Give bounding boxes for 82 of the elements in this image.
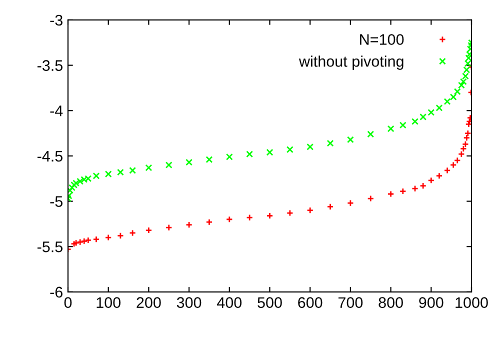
point <box>458 82 465 89</box>
x-tick-label: 600 <box>298 297 322 308</box>
point <box>387 190 394 198</box>
y-tick-label: -4 <box>50 106 63 116</box>
point <box>306 206 314 214</box>
point <box>444 98 451 106</box>
point <box>428 176 435 184</box>
x-tick-label: 400 <box>217 297 242 308</box>
point <box>387 125 394 132</box>
point <box>80 238 88 245</box>
point <box>306 143 314 150</box>
point <box>104 170 112 178</box>
point <box>420 113 427 120</box>
point <box>420 182 427 190</box>
point <box>436 104 443 112</box>
x-tick-label: 100 <box>96 297 120 308</box>
point <box>444 166 451 174</box>
point <box>116 168 124 176</box>
point <box>346 200 354 207</box>
point <box>206 218 213 226</box>
point <box>326 140 334 147</box>
point <box>226 216 233 223</box>
point <box>266 212 274 220</box>
point <box>226 153 233 160</box>
point <box>412 118 418 125</box>
point <box>454 88 461 96</box>
point <box>399 188 406 195</box>
point <box>326 203 334 210</box>
point <box>186 221 193 228</box>
point <box>165 162 172 168</box>
point <box>84 236 92 244</box>
y-tick-label: -3 <box>50 14 62 26</box>
point <box>399 122 406 129</box>
point <box>346 136 354 144</box>
point <box>465 54 472 62</box>
legend-label: without pivoting <box>298 56 404 70</box>
x-tick-label: 0 <box>64 297 72 308</box>
point <box>145 164 152 172</box>
point <box>286 210 294 217</box>
x-tick-label: 300 <box>176 297 202 308</box>
point <box>463 66 470 74</box>
y-tick-label: -5 <box>50 196 62 207</box>
legend-label: N=100 <box>360 34 404 45</box>
point <box>450 94 457 100</box>
point <box>266 148 274 156</box>
point <box>76 178 84 185</box>
point <box>68 184 76 192</box>
x-tick-label: 900 <box>419 297 444 308</box>
point <box>460 78 467 86</box>
point <box>464 60 472 67</box>
point <box>367 195 374 202</box>
point <box>186 158 193 166</box>
x-tick-label: 200 <box>136 297 161 308</box>
y-tick-label: -4.5 <box>37 150 62 162</box>
point <box>116 232 124 240</box>
point <box>72 239 80 246</box>
x-tick-label: 1000 <box>456 297 488 308</box>
point <box>367 130 374 138</box>
x-tick-label: 700 <box>338 297 363 308</box>
point <box>129 166 136 174</box>
point <box>92 172 100 180</box>
point <box>80 176 88 183</box>
y-tick-label: -3.5 <box>37 60 62 71</box>
y-tick-label: -5.5 <box>37 242 62 252</box>
x-tick-label: 500 <box>258 297 282 308</box>
point <box>246 150 254 158</box>
point <box>129 230 136 236</box>
point <box>412 185 418 192</box>
point <box>76 238 84 246</box>
point <box>436 172 443 180</box>
y-tick-label: -6 <box>50 286 62 298</box>
point <box>286 146 294 154</box>
point <box>92 236 100 243</box>
point <box>206 156 213 164</box>
point <box>84 175 92 182</box>
point <box>165 224 172 232</box>
point <box>145 226 152 234</box>
x-tick-label: 800 <box>378 297 403 308</box>
point <box>246 214 254 222</box>
point <box>428 108 435 116</box>
point <box>104 234 112 241</box>
point <box>462 72 469 80</box>
